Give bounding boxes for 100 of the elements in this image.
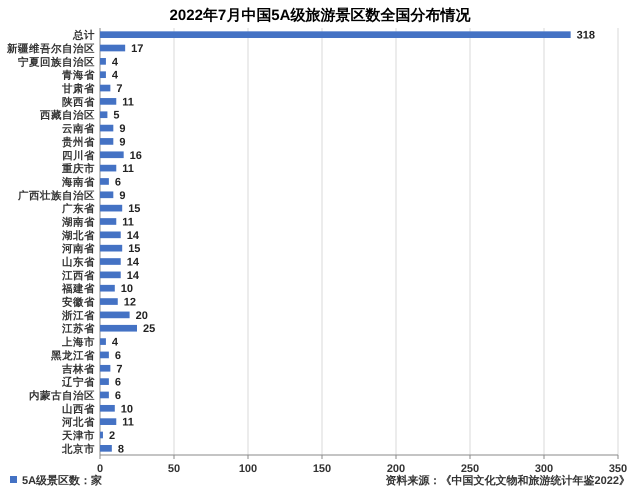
x-tick-label: 350 [608,463,628,475]
x-tick-label: 150 [312,463,332,475]
data-label: 20 [136,310,148,322]
data-label: 14 [126,256,140,269]
bar [100,298,118,305]
y-tick-label: 四川省 [62,148,96,162]
bar [100,111,108,118]
data-label: 2 [108,430,116,442]
bar [100,364,110,372]
data-label: 14 [126,270,140,282]
bar [100,204,122,212]
bar [100,404,115,412]
data-label: 16 [130,150,142,162]
x-tick-label: 100 [238,463,258,475]
bar [100,284,115,292]
y-tick-label: 青海省 [61,68,96,82]
y-tick-label: 甘肃省 [61,82,96,96]
data-label: 4 [112,70,119,82]
data-label: 7 [116,363,122,376]
data-label: 4 [112,336,119,349]
data-label: 6 [114,176,122,188]
data-label: 9 [119,190,126,202]
bar [100,124,114,132]
data-label: 5 [113,110,120,122]
bar [100,418,116,425]
data-label: 318 [576,30,595,42]
y-tick-label: 新疆维吾尔自治区 [6,42,95,56]
bar [100,258,121,265]
x-tick-label: 50 [168,463,180,475]
bar [100,58,106,65]
bar [100,178,109,185]
data-label: 4 [112,56,119,68]
y-tick-label: 辽宁省 [61,376,96,389]
y-tick-label: 浙江省 [61,308,96,322]
x-tick-label: 300 [534,463,554,475]
bar [100,244,122,252]
legend-label: 5A级景区数：家 [22,474,102,487]
y-tick-label: 宁夏回族自治区 [18,55,95,68]
data-label: 15 [128,203,140,216]
y-tick-label: 广西壮族自治区 [17,188,95,202]
y-tick-label: 总计 [72,28,95,42]
bar [100,191,114,198]
bar [100,312,130,318]
bar [100,432,103,438]
bar [100,444,112,452]
y-tick-label: 河北省 [61,416,96,429]
data-label: 11 [122,163,134,176]
bar [100,138,114,145]
y-tick-label: 河南省 [61,242,96,256]
bar [100,324,137,332]
y-tick-label: 北京市 [61,442,95,456]
bar [100,352,109,358]
y-tick-label: 湖南省 [61,215,96,228]
data-label: 6 [114,350,122,362]
y-tick-label: 贵州省 [61,135,96,148]
y-tick-label: 湖北省 [61,228,96,242]
data-label: 9 [119,136,126,148]
y-tick-label: 陕西省 [62,95,96,108]
data-label: 7 [116,83,122,96]
y-tick-label: 内蒙古自治区 [29,388,95,402]
data-label: 6 [114,376,122,389]
y-tick-label: 海南省 [61,175,96,188]
data-label: 6 [114,390,122,402]
bar [100,164,116,172]
bar [100,71,106,78]
bar [100,151,124,158]
x-tick-label: 250 [460,463,480,475]
bar [100,231,121,238]
bar [100,44,126,52]
bar [100,218,116,225]
data-label: 10 [120,283,134,296]
y-tick-label: 广东省 [61,202,96,216]
bar [100,31,571,38]
bar [100,84,110,92]
y-tick-label: 福建省 [61,282,96,296]
y-tick-label: 天津市 [61,428,95,442]
data-label: 9 [119,123,126,136]
data-label: 10 [120,403,134,416]
chart-title: 2022年7月中国5A级旅游景区数全国分布情况 [170,7,472,24]
y-tick-label: 上海市 [61,336,95,349]
y-tick-label: 重庆市 [61,162,95,176]
y-tick-label: 黑龙江省 [50,348,96,362]
y-tick-label: 山西省 [62,402,96,416]
data-label: 11 [122,96,134,108]
text: 资料来源：《中国文化文物和旅游统计年鉴2022》 [386,474,630,487]
y-tick-label: 江西省 [61,268,96,282]
y-tick-label: 云南省 [62,122,96,136]
data-label: 8 [118,443,124,456]
bar [100,338,106,345]
y-tick-label: 江苏省 [61,322,96,336]
bar [100,98,116,105]
data-label: 15 [128,243,140,256]
data-label: 12 [124,296,136,309]
data-label: 17 [131,43,144,56]
bar [100,272,121,278]
y-tick-label: 西藏自治区 [39,108,95,122]
y-tick-label: 吉林省 [61,362,96,376]
data-label: 14 [126,230,140,242]
data-label: 11 [122,216,134,228]
data-label: 11 [122,416,134,429]
